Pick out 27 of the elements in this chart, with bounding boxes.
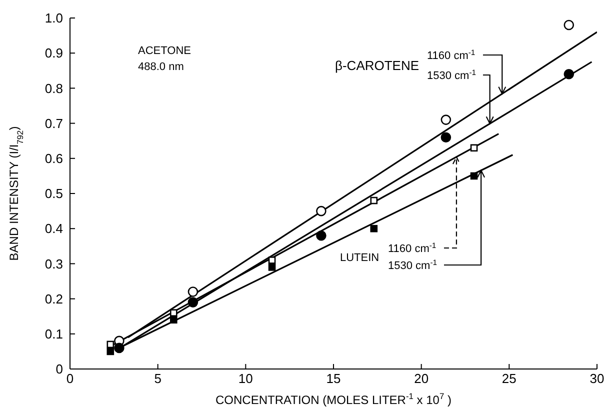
annotation: ACETONE [138, 45, 191, 57]
y-tick-label: 0.7 [44, 116, 63, 131]
x-tick-label: 5 [154, 371, 162, 386]
y-tick-label: 1.0 [44, 10, 63, 26]
y-tick-label: 0.5 [44, 186, 63, 202]
annotation: 488.0 nm [138, 61, 184, 73]
annotation: β-CAROTENE [335, 58, 420, 73]
y-tick-label: 0.8 [44, 80, 63, 96]
x-tick-label: 25 [502, 371, 516, 386]
x-tick-label: 20 [414, 371, 429, 386]
annotation: LUTEIN [340, 252, 380, 264]
annotation: 1160 cm$^{-1}$ [388, 240, 436, 255]
x-tick-label: 15 [326, 371, 341, 386]
y-tick-label: 0.6 [44, 151, 63, 166]
y-tick-label: 0.4 [44, 221, 63, 236]
x-tick-label: 0 [66, 371, 74, 386]
y-tick-label: 0.9 [44, 46, 63, 61]
y-tick-label: 0.2 [44, 291, 63, 306]
y-tick-label: 0 [56, 362, 63, 377]
annotation: 1530 cm$^{-1}$ [427, 68, 476, 82]
y-tick-label: 0.1 [44, 326, 63, 342]
x-axis-title: CONCENTRATION (MOLES LITER$^{-1}$ x 10$^{7}$ ) [216, 391, 452, 407]
y-tick-label: 0.3 [44, 256, 63, 272]
annotation: 1160 cm$^{-1}$ [427, 48, 476, 62]
x-tick-label: 30 [590, 371, 604, 386]
x-tick-label: 10 [238, 371, 253, 386]
annotation: 1530 cm$^{-1}$ [388, 258, 438, 272]
